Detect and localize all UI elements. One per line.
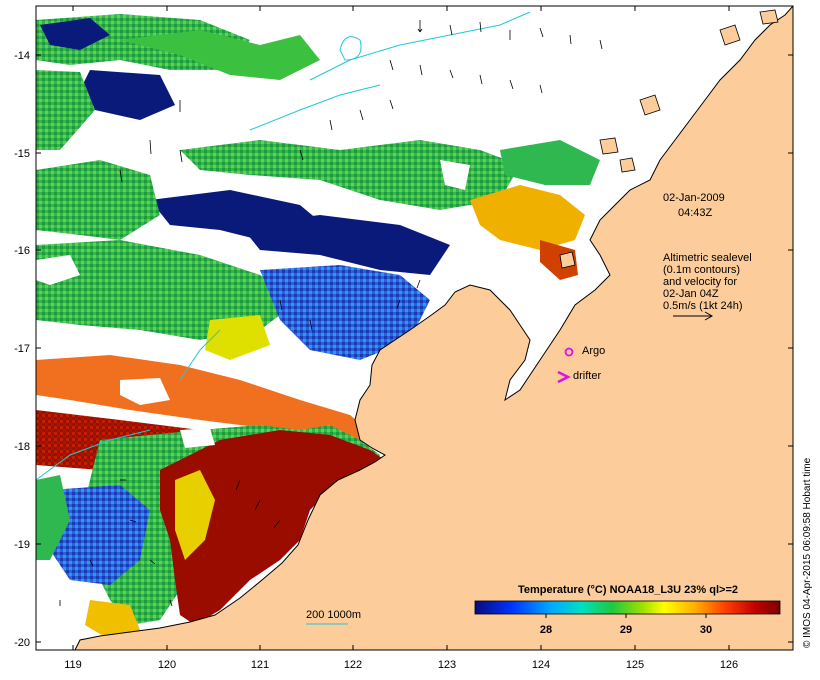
bathymetry-label: 200 1000m [306,609,361,621]
altimetry-line: and velocity for [663,276,737,288]
altimetry-line: 0.5m/s (1kt 24h) [663,300,742,312]
longitude-axis: 119 120 121 122 123 124 125 126 [64,659,738,671]
credit-text: © IMOS 04-Apr-2015 06:09:58 Hobart time [802,457,813,648]
lat-tick-label: -18 [14,441,30,453]
colorbar-tick-label: 28 [540,624,552,636]
altimetry-line: (0.1m contours) [663,264,740,276]
land-mass [74,6,793,650]
colorbar-tick-label: 30 [700,624,712,636]
velocity-scale-arrow-icon [673,311,714,321]
lon-tick-label: 124 [532,659,550,671]
plot-frame [35,5,794,651]
lon-tick-label: 123 [438,659,456,671]
lon-tick-label: 120 [158,659,176,671]
sst-field [36,14,600,640]
lat-tick-label: -16 [14,245,30,257]
lon-tick-label: 126 [720,659,738,671]
altimetry-line: Altimetric sealevel [663,252,752,264]
velocity-arrows [59,20,603,607]
sealevel-contours [36,11,531,481]
lat-tick-label: -19 [14,539,30,551]
lat-tick-label: -14 [14,50,30,62]
islands [559,9,779,269]
lon-tick-label: 125 [626,659,644,671]
argo-label: Argo [582,345,605,357]
lon-tick-label: 121 [251,659,269,671]
altimetry-legend: Altimetric sealevel (0.1m contours) and … [663,252,752,321]
lon-tick-label: 119 [64,659,82,671]
argo-marker-icon [564,347,574,357]
latitude-axis: -14 -15 -16 -17 -18 -19 -20 [14,50,30,649]
drifter-marker-icon [557,370,571,384]
lat-tick-label: -15 [14,148,30,160]
lat-tick-label: -17 [14,343,30,355]
map-plot-area [36,6,793,650]
lat-tick-label: -20 [14,637,30,649]
colorbar: Temperature (°C) NOAA18_L3U 23% ql>=2 28… [474,584,781,636]
altimetry-line: 02-Jan 04Z [663,288,719,300]
axis-ticks [36,6,793,650]
time-label: 04:43Z [678,207,713,219]
colorbar-tick-label: 29 [620,624,632,636]
lon-tick-label: 122 [344,659,362,671]
colorbar-gradient [474,600,781,615]
date-label: 02-Jan-2009 [663,192,725,204]
colorbar-title: Temperature (°C) NOAA18_L3U 23% ql>=2 [518,584,738,596]
drifter-label: drifter [573,370,601,382]
